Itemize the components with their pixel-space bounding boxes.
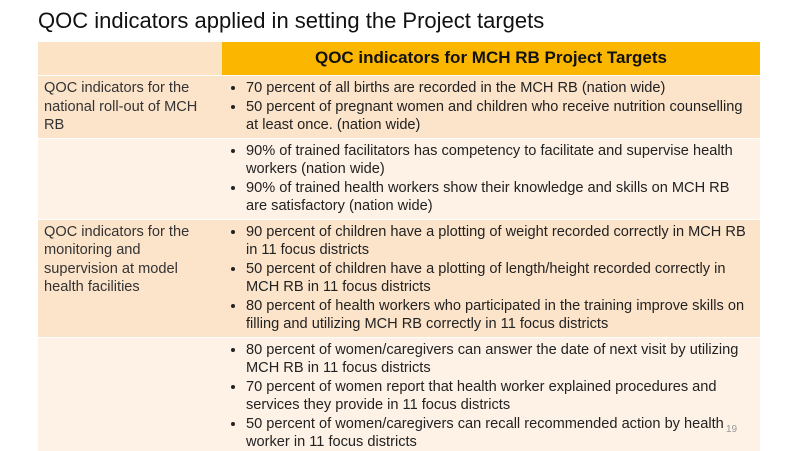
table-row: 80 percent of women/caregivers can answe… [38, 336, 760, 451]
page-number: 19 [726, 424, 738, 435]
header-cell: QOC indicators for MCH RB Project Target… [222, 42, 760, 76]
table-row: 90% of trained facilitators has competen… [38, 137, 760, 219]
table-row: QOC indicators for the monitoring and su… [38, 218, 760, 337]
bullet-item: 50 percent of women/caregivers can recal… [246, 415, 754, 451]
bullet-list: 90 percent of children have a plotting o… [228, 223, 754, 334]
bullet-item: 80 percent of health workers who partici… [246, 297, 754, 334]
bullet-item: 50 percent of children have a plotting o… [246, 260, 754, 297]
header-empty-cell [38, 42, 222, 76]
table-row: QOC indicators for the national roll-out… [38, 75, 760, 138]
row-label-empty [38, 336, 222, 451]
bullet-item: 80 percent of women/caregivers can answe… [246, 341, 754, 378]
bullet-list: 90% of trained facilitators has competen… [228, 142, 754, 216]
row-items: 90 percent of children have a plotting o… [222, 218, 760, 337]
bullet-item: 50 percent of pregnant women and childre… [246, 98, 754, 135]
bullet-item: 70 percent of all births are recorded in… [246, 79, 754, 98]
bullet-item: 90% of trained health workers show their… [246, 179, 754, 216]
bullet-item: 70 percent of women report that health w… [246, 378, 754, 415]
row-label: QOC indicators for the national roll-out… [38, 75, 222, 138]
header-row: QOC indicators for MCH RB Project Target… [38, 42, 760, 76]
bullet-list: 80 percent of women/caregivers can answe… [228, 341, 754, 451]
row-label: QOC indicators for the monitoring and su… [38, 218, 222, 337]
row-label-empty [38, 137, 222, 219]
bullet-item: 90 percent of children have a plotting o… [246, 223, 754, 260]
slide-title: QOC indicators applied in setting the Pr… [38, 8, 545, 33]
row-items: 80 percent of women/caregivers can answe… [222, 336, 760, 451]
bullet-list: 70 percent of all births are recorded in… [228, 79, 754, 135]
row-items: 90% of trained facilitators has competen… [222, 137, 760, 219]
bullet-item: 90% of trained facilitators has competen… [246, 142, 754, 179]
targets-table: QOC indicators for MCH RB Project Target… [38, 42, 760, 451]
row-items: 70 percent of all births are recorded in… [222, 75, 760, 138]
